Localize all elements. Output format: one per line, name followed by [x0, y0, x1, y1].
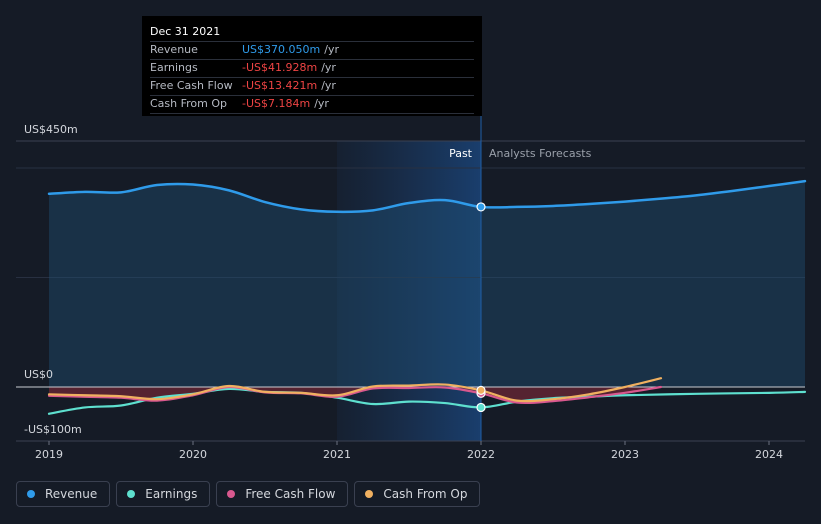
tooltip-unit: /yr [321, 79, 336, 92]
tooltip-label: Free Cash Flow [150, 79, 233, 92]
tooltip-label: Revenue [150, 43, 198, 56]
forecast-label: Analysts Forecasts [489, 147, 592, 160]
tooltip-row-earnings: Earnings -US$41.928m /yr [150, 59, 474, 77]
tooltip-unit: /yr [321, 61, 336, 74]
y-label-minus-100: -US$100m [24, 423, 82, 436]
cash-from-op-marker [476, 385, 486, 396]
tooltip-value: US$370.050m [242, 43, 321, 56]
tooltip-row-revenue: Revenue US$370.050m /yr [150, 41, 474, 59]
data-tooltip: Dec 31 2021 Revenue US$370.050m /yr Earn… [142, 16, 482, 116]
legend-label: Free Cash Flow [245, 487, 336, 501]
revenue-dot-icon [27, 490, 35, 498]
legend-item-cash-from-op[interactable]: Cash From Op [354, 481, 481, 507]
legend-item-revenue[interactable]: Revenue [16, 481, 111, 507]
x-tick-label: 2021 [323, 448, 351, 461]
tooltip-unit: /yr [314, 97, 329, 110]
revenue-marker [476, 202, 486, 212]
earnings-marker [476, 402, 486, 413]
cash-from-op-line [47, 377, 663, 403]
tooltip-row-free-cash-flow: Free Cash Flow -US$13.421m /yr [150, 77, 474, 95]
y-label-450: US$450m [24, 123, 78, 136]
revenue-area [49, 181, 805, 387]
tooltip-value: -US$41.928m [242, 61, 318, 74]
legend-item-free-cash-flow[interactable]: Free Cash Flow [216, 481, 349, 507]
earnings-dot-icon [127, 490, 136, 498]
y-label-0: US$0 [24, 368, 53, 381]
legend-label: Earnings [145, 487, 198, 501]
tooltip-label: Cash From Op [150, 97, 228, 110]
legend-label: Cash From Op [383, 487, 468, 501]
earnings-line [47, 387, 807, 415]
x-tick-label: 2022 [467, 448, 495, 461]
tooltip-value: -US$7.184m [242, 97, 311, 110]
revenue-line [47, 179, 807, 214]
legend-item-earnings[interactable]: Earnings [116, 481, 211, 507]
x-tick-label: 2024 [755, 448, 783, 461]
tooltip-date: Dec 31 2021 [150, 25, 221, 38]
tooltip-value: -US$13.421m [242, 79, 318, 92]
tooltip-label: Earnings [150, 61, 198, 74]
x-tick-label: 2020 [179, 448, 207, 461]
free-cash-flow-line [47, 385, 663, 405]
x-tick-label: 2019 [35, 448, 63, 461]
cash-from-op-dot-icon [365, 490, 374, 498]
tooltip-row-cash-from-op: Cash From Op -US$7.184m /yr [150, 95, 474, 114]
tooltip-unit: /yr [324, 43, 339, 56]
chart-legend: Revenue Earnings Free Cash Flow Cash Fro… [16, 481, 481, 509]
past-label: Past [449, 147, 473, 160]
x-tick-label: 2023 [611, 448, 639, 461]
legend-label: Revenue [45, 487, 98, 501]
free-cash-flow-dot-icon [227, 490, 236, 498]
